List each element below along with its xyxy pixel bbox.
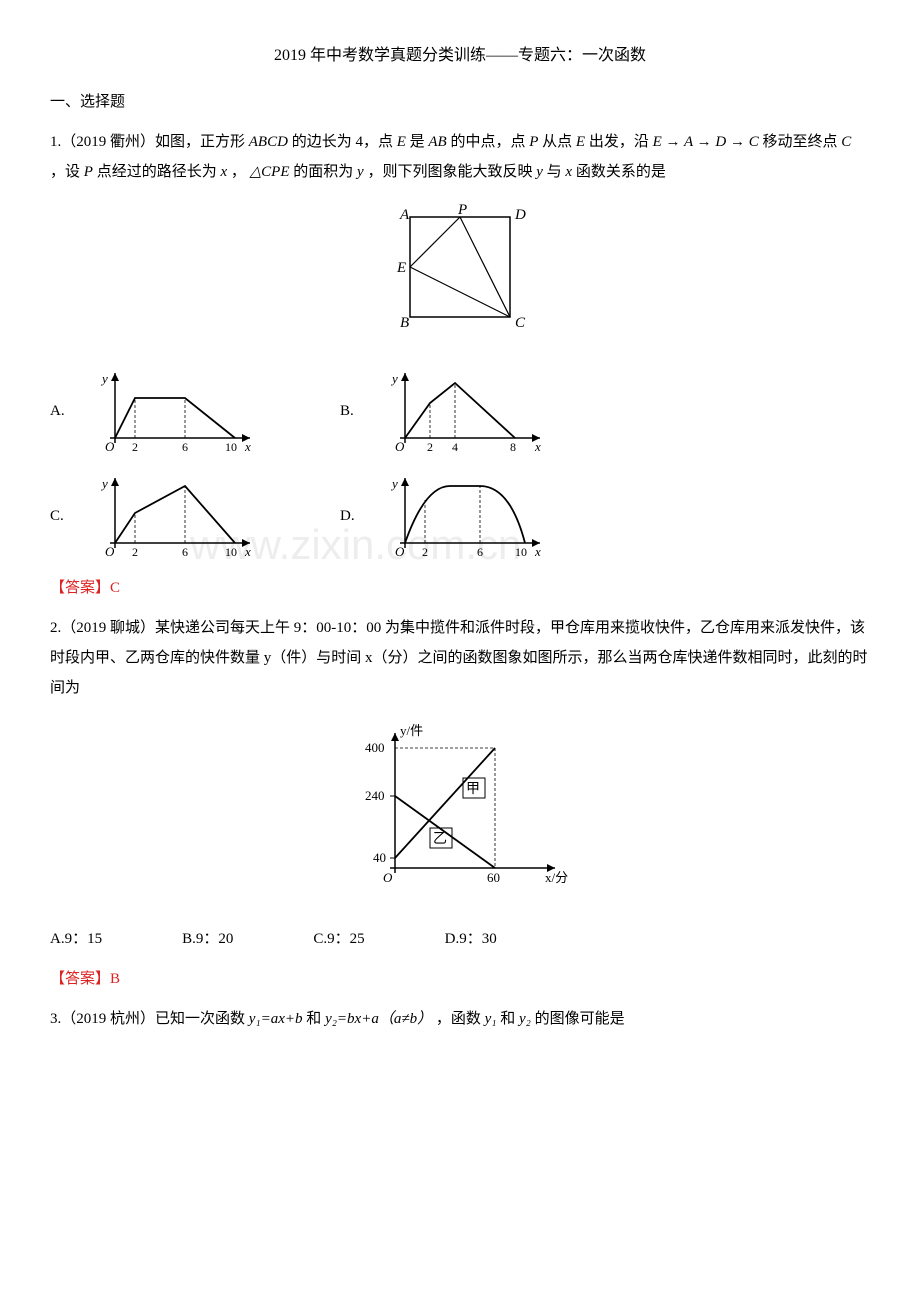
q3-y1b: y₁ bbox=[485, 1011, 497, 1027]
svg-text:O: O bbox=[383, 870, 393, 885]
q2-opt-b: B.9：20 bbox=[182, 924, 233, 954]
svg-text:2: 2 bbox=[132, 545, 138, 559]
q3-text: 的图像可能是 bbox=[535, 1011, 625, 1027]
svg-text:C: C bbox=[515, 315, 526, 331]
q1-P2: P bbox=[84, 164, 93, 180]
svg-text:y: y bbox=[100, 371, 108, 386]
q1-text: 的中点，点 bbox=[450, 134, 525, 150]
q1-option-d-graph: O 2 6 10 x y bbox=[380, 468, 550, 563]
svg-text:甲: 甲 bbox=[466, 782, 480, 797]
q3-y2: y₂=bx+a（a≠b） bbox=[325, 1011, 432, 1027]
svg-text:O: O bbox=[395, 544, 405, 559]
svg-text:10: 10 bbox=[225, 545, 237, 559]
svg-text:10: 10 bbox=[515, 545, 527, 559]
q1-tri: △CPE bbox=[250, 164, 290, 180]
opt-a-label: A. bbox=[50, 396, 80, 426]
svg-text:乙: 乙 bbox=[433, 831, 447, 847]
q1-AB: AB bbox=[428, 134, 446, 150]
q2-opt-d: D.9：30 bbox=[445, 924, 497, 954]
svg-text:2: 2 bbox=[132, 440, 138, 454]
q1-options-row2: www.zixin.com.cn C. O 2 6 10 x y D. O 2 … bbox=[50, 468, 870, 563]
q1-text: 点经过的路径长为 bbox=[97, 164, 217, 180]
q2-opt-c: C.9：25 bbox=[313, 924, 364, 954]
q3-text: 和 bbox=[306, 1011, 325, 1027]
svg-text:x: x bbox=[534, 544, 541, 559]
svg-text:O: O bbox=[105, 439, 115, 454]
svg-text:D: D bbox=[514, 207, 526, 223]
q3-text: 3.（2019 杭州）已知一次函数 bbox=[50, 1011, 249, 1027]
svg-text:E: E bbox=[396, 260, 406, 276]
page-title: 2019 年中考数学真题分类训练——专题六：一次函数 bbox=[50, 40, 870, 72]
svg-text:10: 10 bbox=[225, 440, 237, 454]
opt-d-label: D. bbox=[340, 501, 370, 531]
q1-x: x bbox=[220, 164, 227, 180]
svg-text:4: 4 bbox=[452, 440, 458, 454]
svg-text:y: y bbox=[390, 371, 398, 386]
q1-text: ， bbox=[231, 164, 246, 180]
q1-options-row1: A. O 2 6 10 x y B. O 2 4 8 x y bbox=[50, 363, 870, 458]
svg-text:2: 2 bbox=[422, 545, 428, 559]
q1-abcd: ABCD bbox=[249, 134, 288, 150]
svg-text:x: x bbox=[244, 544, 251, 559]
q1-P: P bbox=[529, 134, 538, 150]
svg-text:60: 60 bbox=[487, 870, 500, 885]
q1-square-figure: A P D E B C bbox=[50, 202, 870, 348]
svg-text:8: 8 bbox=[510, 440, 516, 454]
q1-x2: x bbox=[565, 164, 572, 180]
q1-option-c-graph: O 2 6 10 x y bbox=[90, 468, 260, 563]
svg-text:y: y bbox=[390, 476, 398, 491]
q2-options: A.9：15 B.9：20 C.9：25 D.9：30 bbox=[50, 924, 870, 954]
svg-text:A: A bbox=[399, 207, 410, 223]
q2-opt-a: A.9：15 bbox=[50, 924, 102, 954]
svg-text:6: 6 bbox=[477, 545, 483, 559]
svg-text:x: x bbox=[244, 439, 251, 454]
q1-path: E → A → D → C bbox=[653, 134, 759, 150]
section-heading: 一、选择题 bbox=[50, 87, 870, 117]
q1-option-a-graph: O 2 6 10 x y bbox=[90, 363, 260, 458]
svg-text:240: 240 bbox=[365, 788, 385, 803]
opt-b-label: B. bbox=[340, 396, 370, 426]
svg-text:x: x bbox=[534, 439, 541, 454]
svg-text:6: 6 bbox=[182, 545, 188, 559]
svg-text:P: P bbox=[457, 202, 467, 218]
q1-text: 与 bbox=[547, 164, 562, 180]
q3-y1: y₁=ax+b bbox=[249, 1011, 303, 1027]
q1-text: 的边长为 4，点 bbox=[292, 134, 393, 150]
q1-text: ，设 bbox=[50, 164, 80, 180]
q1-text: 从点 bbox=[542, 134, 572, 150]
q3-y2b: y₂ bbox=[519, 1011, 531, 1027]
q1-C: C bbox=[841, 134, 851, 150]
svg-text:x/分: x/分 bbox=[545, 870, 568, 885]
q1-E2: E bbox=[576, 134, 585, 150]
q3-text: ，函数 bbox=[436, 1011, 485, 1027]
q2-chart: y/件 400 240 40 O 60 x/分 甲 乙 bbox=[50, 718, 870, 909]
q2-answer: 【答案】B bbox=[50, 964, 870, 994]
q1-text: ，则下列图象能大致反映 bbox=[367, 164, 532, 180]
opt-c-label: C. bbox=[50, 501, 80, 531]
q3-text: 和 bbox=[500, 1011, 519, 1027]
q1-text: 是 bbox=[410, 134, 425, 150]
svg-text:40: 40 bbox=[373, 850, 386, 865]
svg-text:6: 6 bbox=[182, 440, 188, 454]
problem-1: 1.（2019 衢州）如图，正方形 ABCD 的边长为 4，点 E 是 AB 的… bbox=[50, 127, 870, 187]
svg-text:2: 2 bbox=[427, 440, 433, 454]
problem-3: 3.（2019 杭州）已知一次函数 y₁=ax+b 和 y₂=bx+a（a≠b）… bbox=[50, 1004, 870, 1034]
q1-text: 移动至终点 bbox=[762, 134, 837, 150]
svg-text:y: y bbox=[100, 476, 108, 491]
svg-text:y/件: y/件 bbox=[400, 723, 423, 738]
q1-text: 1.（2019 衢州）如图，正方形 bbox=[50, 134, 245, 150]
q1-text: 的面积为 bbox=[293, 164, 353, 180]
svg-text:B: B bbox=[400, 315, 409, 331]
q1-E: E bbox=[397, 134, 406, 150]
problem-2: 2.（2019 聊城）某快递公司每天上午 9：00-10：00 为集中揽件和派件… bbox=[50, 613, 870, 703]
svg-text:O: O bbox=[105, 544, 115, 559]
q1-y: y bbox=[357, 164, 364, 180]
q1-text: 函数关系的是 bbox=[576, 164, 666, 180]
q1-y2: y bbox=[536, 164, 543, 180]
svg-text:400: 400 bbox=[365, 740, 385, 755]
q1-answer: 【答案】C bbox=[50, 573, 870, 603]
q1-text: 出发，沿 bbox=[589, 134, 649, 150]
svg-text:O: O bbox=[395, 439, 405, 454]
q1-option-b-graph: O 2 4 8 x y bbox=[380, 363, 550, 458]
